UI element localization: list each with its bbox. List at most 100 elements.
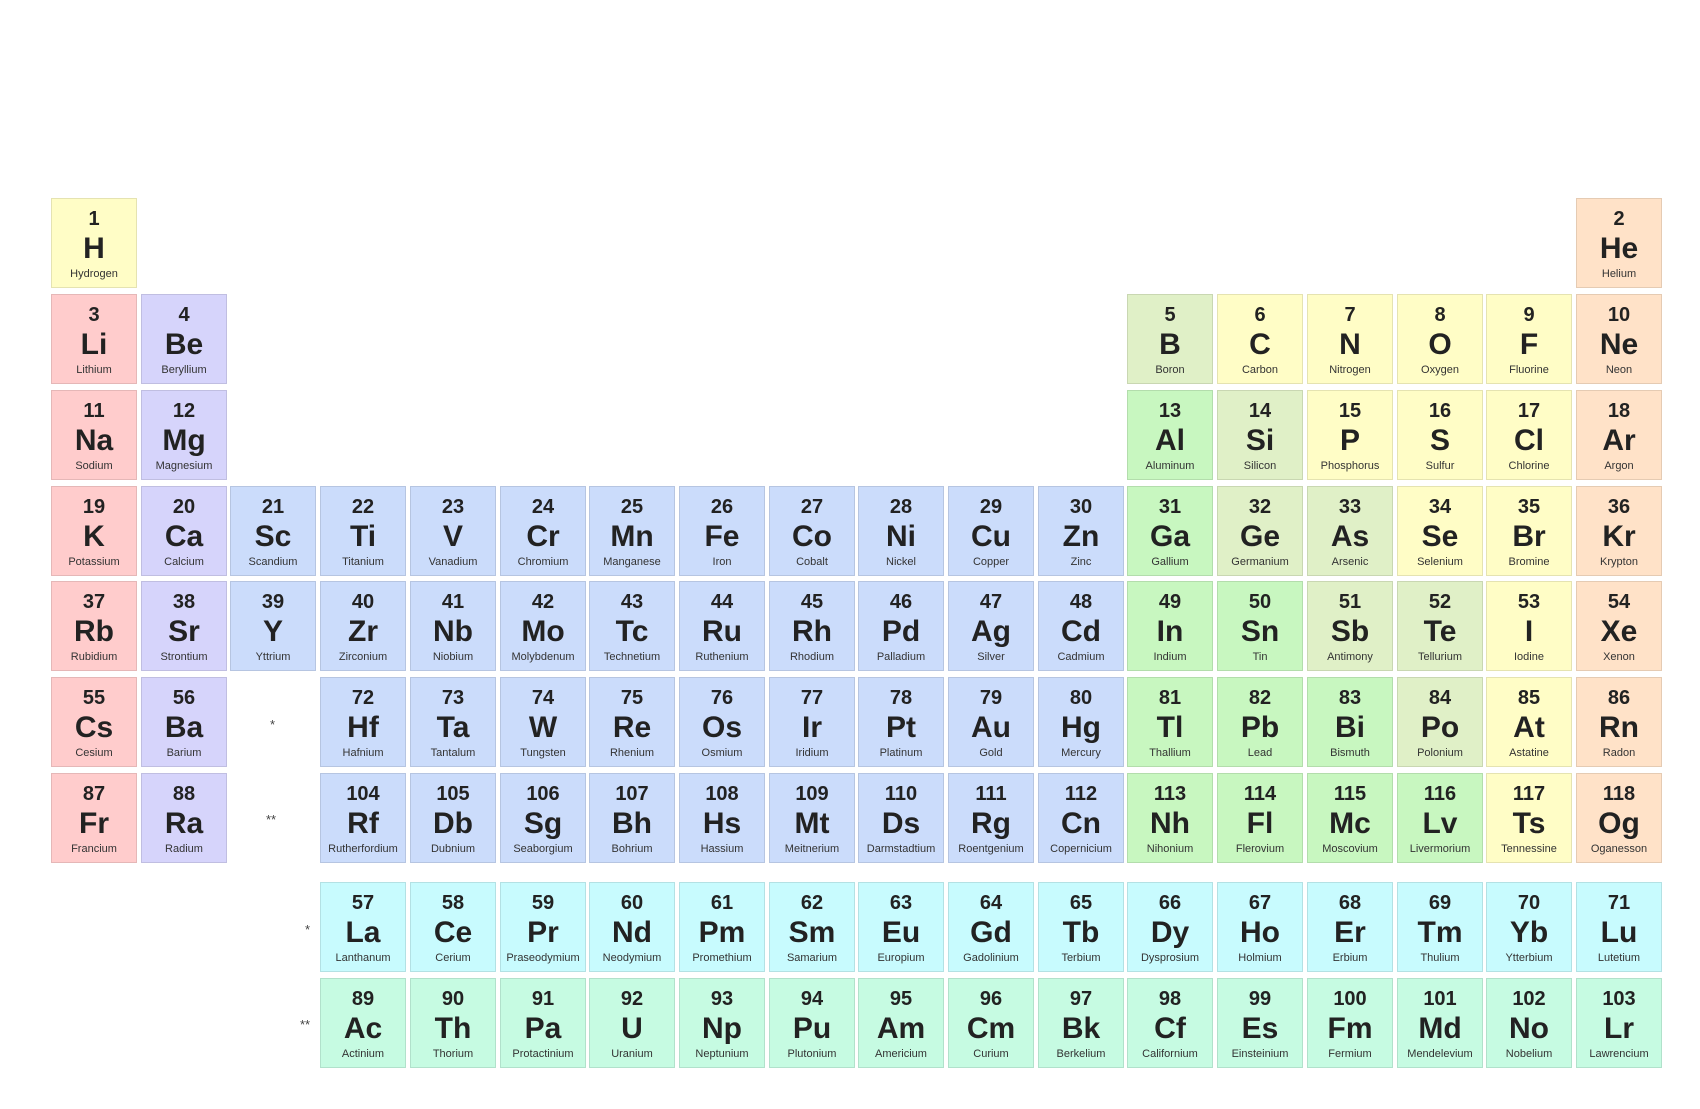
element-cell-phosphorus[interactable]: 15 P Phosphorus <box>1307 390 1393 480</box>
element-cell-zirconium[interactable]: 40 Zr Zirconium <box>320 581 406 671</box>
element-cell-terbium[interactable]: 65 Tb Terbium <box>1038 882 1124 972</box>
element-cell-magnesium[interactable]: 12 Mg Magnesium <box>141 390 227 480</box>
element-cell-mendelevium[interactable]: 101 Md Mendelevium <box>1397 978 1483 1068</box>
element-cell-promethium[interactable]: 61 Pm Promethium <box>679 882 765 972</box>
element-cell-nitrogen[interactable]: 7 N Nitrogen <box>1307 294 1393 384</box>
element-cell-roentgenium[interactable]: 111 Rg Roentgenium <box>948 773 1034 863</box>
element-cell-gold[interactable]: 79 Au Gold <box>948 677 1034 767</box>
element-cell-hafnium[interactable]: 72 Hf Hafnium <box>320 677 406 767</box>
element-cell-bohrium[interactable]: 107 Bh Bohrium <box>589 773 675 863</box>
element-cell-silicon[interactable]: 14 Si Silicon <box>1217 390 1303 480</box>
element-cell-chromium[interactable]: 24 Cr Chromium <box>500 486 586 576</box>
element-cell-erbium[interactable]: 68 Er Erbium <box>1307 882 1393 972</box>
element-cell-californium[interactable]: 98 Cf Californium <box>1127 978 1213 1068</box>
element-cell-gadolinium[interactable]: 64 Gd Gadolinium <box>948 882 1034 972</box>
element-cell-argon[interactable]: 18 Ar Argon <box>1576 390 1662 480</box>
element-cell-bromine[interactable]: 35 Br Bromine <box>1486 486 1572 576</box>
element-cell-samarium[interactable]: 62 Sm Samarium <box>769 882 855 972</box>
element-cell-gallium[interactable]: 31 Ga Gallium <box>1127 486 1213 576</box>
element-cell-rutherfordium[interactable]: 104 Rf Rutherfordium <box>320 773 406 863</box>
element-cell-iron[interactable]: 26 Fe Iron <box>679 486 765 576</box>
element-cell-dubnium[interactable]: 105 Db Dubnium <box>410 773 496 863</box>
element-cell-chlorine[interactable]: 17 Cl Chlorine <box>1486 390 1572 480</box>
element-cell-hydrogen[interactable]: 1 H Hydrogen <box>51 198 137 288</box>
element-cell-palladium[interactable]: 46 Pd Palladium <box>858 581 944 671</box>
element-cell-krypton[interactable]: 36 Kr Krypton <box>1576 486 1662 576</box>
element-cell-holmium[interactable]: 67 Ho Holmium <box>1217 882 1303 972</box>
element-cell-manganese[interactable]: 25 Mn Manganese <box>589 486 675 576</box>
element-cell-cobalt[interactable]: 27 Co Cobalt <box>769 486 855 576</box>
element-cell-technetium[interactable]: 43 Tc Technetium <box>589 581 675 671</box>
element-cell-lithium[interactable]: 3 Li Lithium <box>51 294 137 384</box>
element-cell-berkelium[interactable]: 97 Bk Berkelium <box>1038 978 1124 1068</box>
element-cell-rhodium[interactable]: 45 Rh Rhodium <box>769 581 855 671</box>
element-cell-lawrencium[interactable]: 103 Lr Lawrencium <box>1576 978 1662 1068</box>
element-cell-nobelium[interactable]: 102 No Nobelium <box>1486 978 1572 1068</box>
element-cell-francium[interactable]: 87 Fr Francium <box>51 773 137 863</box>
element-cell-nickel[interactable]: 28 Ni Nickel <box>858 486 944 576</box>
element-cell-neptunium[interactable]: 93 Np Neptunium <box>679 978 765 1068</box>
element-cell-copper[interactable]: 29 Cu Copper <box>948 486 1034 576</box>
element-cell-seaborgium[interactable]: 106 Sg Seaborgium <box>500 773 586 863</box>
element-cell-darmstadtium[interactable]: 110 Ds Darmstadtium <box>858 773 944 863</box>
element-cell-iodine[interactable]: 53 I Iodine <box>1486 581 1572 671</box>
element-cell-americium[interactable]: 95 Am Americium <box>858 978 944 1068</box>
element-cell-lanthanum[interactable]: 57 La Lanthanum <box>320 882 406 972</box>
element-cell-thulium[interactable]: 69 Tm Thulium <box>1397 882 1483 972</box>
element-cell-moscovium[interactable]: 115 Mc Moscovium <box>1307 773 1393 863</box>
element-cell-scandium[interactable]: 21 Sc Scandium <box>230 486 316 576</box>
element-cell-aluminum[interactable]: 13 Al Aluminum <box>1127 390 1213 480</box>
element-cell-praseodymium[interactable]: 59 Pr Praseodymium <box>500 882 586 972</box>
element-cell-lutetium[interactable]: 71 Lu Lutetium <box>1576 882 1662 972</box>
element-cell-germanium[interactable]: 32 Ge Germanium <box>1217 486 1303 576</box>
element-cell-fluorine[interactable]: 9 F Fluorine <box>1486 294 1572 384</box>
element-cell-neodymium[interactable]: 60 Nd Neodymium <box>589 882 675 972</box>
element-cell-flerovium[interactable]: 114 Fl Flerovium <box>1217 773 1303 863</box>
element-cell-oganesson[interactable]: 118 Og Oganesson <box>1576 773 1662 863</box>
element-cell-europium[interactable]: 63 Eu Europium <box>858 882 944 972</box>
element-cell-plutonium[interactable]: 94 Pu Plutonium <box>769 978 855 1068</box>
element-cell-boron[interactable]: 5 B Boron <box>1127 294 1213 384</box>
element-cell-actinium[interactable]: 89 Ac Actinium <box>320 978 406 1068</box>
element-cell-protactinium[interactable]: 91 Pa Protactinium <box>500 978 586 1068</box>
element-cell-tennessine[interactable]: 117 Ts Tennessine <box>1486 773 1572 863</box>
element-cell-fermium[interactable]: 100 Fm Fermium <box>1307 978 1393 1068</box>
element-cell-livermorium[interactable]: 116 Lv Livermorium <box>1397 773 1483 863</box>
element-cell-thorium[interactable]: 90 Th Thorium <box>410 978 496 1068</box>
element-cell-cadmium[interactable]: 48 Cd Cadmium <box>1038 581 1124 671</box>
element-cell-molybdenum[interactable]: 42 Mo Molybdenum <box>500 581 586 671</box>
element-cell-thallium[interactable]: 81 Tl Thallium <box>1127 677 1213 767</box>
element-cell-iridium[interactable]: 77 Ir Iridium <box>769 677 855 767</box>
element-cell-indium[interactable]: 49 In Indium <box>1127 581 1213 671</box>
element-cell-sodium[interactable]: 11 Na Sodium <box>51 390 137 480</box>
element-cell-tin[interactable]: 50 Sn Tin <box>1217 581 1303 671</box>
element-cell-xenon[interactable]: 54 Xe Xenon <box>1576 581 1662 671</box>
element-cell-platinum[interactable]: 78 Pt Platinum <box>858 677 944 767</box>
element-cell-astatine[interactable]: 85 At Astatine <box>1486 677 1572 767</box>
element-cell-silver[interactable]: 47 Ag Silver <box>948 581 1034 671</box>
element-cell-calcium[interactable]: 20 Ca Calcium <box>141 486 227 576</box>
element-cell-nihonium[interactable]: 113 Nh Nihonium <box>1127 773 1213 863</box>
element-cell-niobium[interactable]: 41 Nb Niobium <box>410 581 496 671</box>
element-cell-oxygen[interactable]: 8 O Oxygen <box>1397 294 1483 384</box>
element-cell-tantalum[interactable]: 73 Ta Tantalum <box>410 677 496 767</box>
element-cell-tungsten[interactable]: 74 W Tungsten <box>500 677 586 767</box>
element-cell-einsteinium[interactable]: 99 Es Einsteinium <box>1217 978 1303 1068</box>
element-cell-vanadium[interactable]: 23 V Vanadium <box>410 486 496 576</box>
element-cell-polonium[interactable]: 84 Po Polonium <box>1397 677 1483 767</box>
element-cell-rubidium[interactable]: 37 Rb Rubidium <box>51 581 137 671</box>
element-cell-mercury[interactable]: 80 Hg Mercury <box>1038 677 1124 767</box>
element-cell-titanium[interactable]: 22 Ti Titanium <box>320 486 406 576</box>
element-cell-zinc[interactable]: 30 Zn Zinc <box>1038 486 1124 576</box>
element-cell-strontium[interactable]: 38 Sr Strontium <box>141 581 227 671</box>
element-cell-tellurium[interactable]: 52 Te Tellurium <box>1397 581 1483 671</box>
element-cell-barium[interactable]: 56 Ba Barium <box>141 677 227 767</box>
element-cell-radium[interactable]: 88 Ra Radium <box>141 773 227 863</box>
element-cell-meitnerium[interactable]: 109 Mt Meitnerium <box>769 773 855 863</box>
element-cell-rhenium[interactable]: 75 Re Rhenium <box>589 677 675 767</box>
element-cell-helium[interactable]: 2 He Helium <box>1576 198 1662 288</box>
element-cell-yttrium[interactable]: 39 Y Yttrium <box>230 581 316 671</box>
element-cell-copernicium[interactable]: 112 Cn Copernicium <box>1038 773 1124 863</box>
element-cell-potassium[interactable]: 19 K Potassium <box>51 486 137 576</box>
element-cell-selenium[interactable]: 34 Se Selenium <box>1397 486 1483 576</box>
